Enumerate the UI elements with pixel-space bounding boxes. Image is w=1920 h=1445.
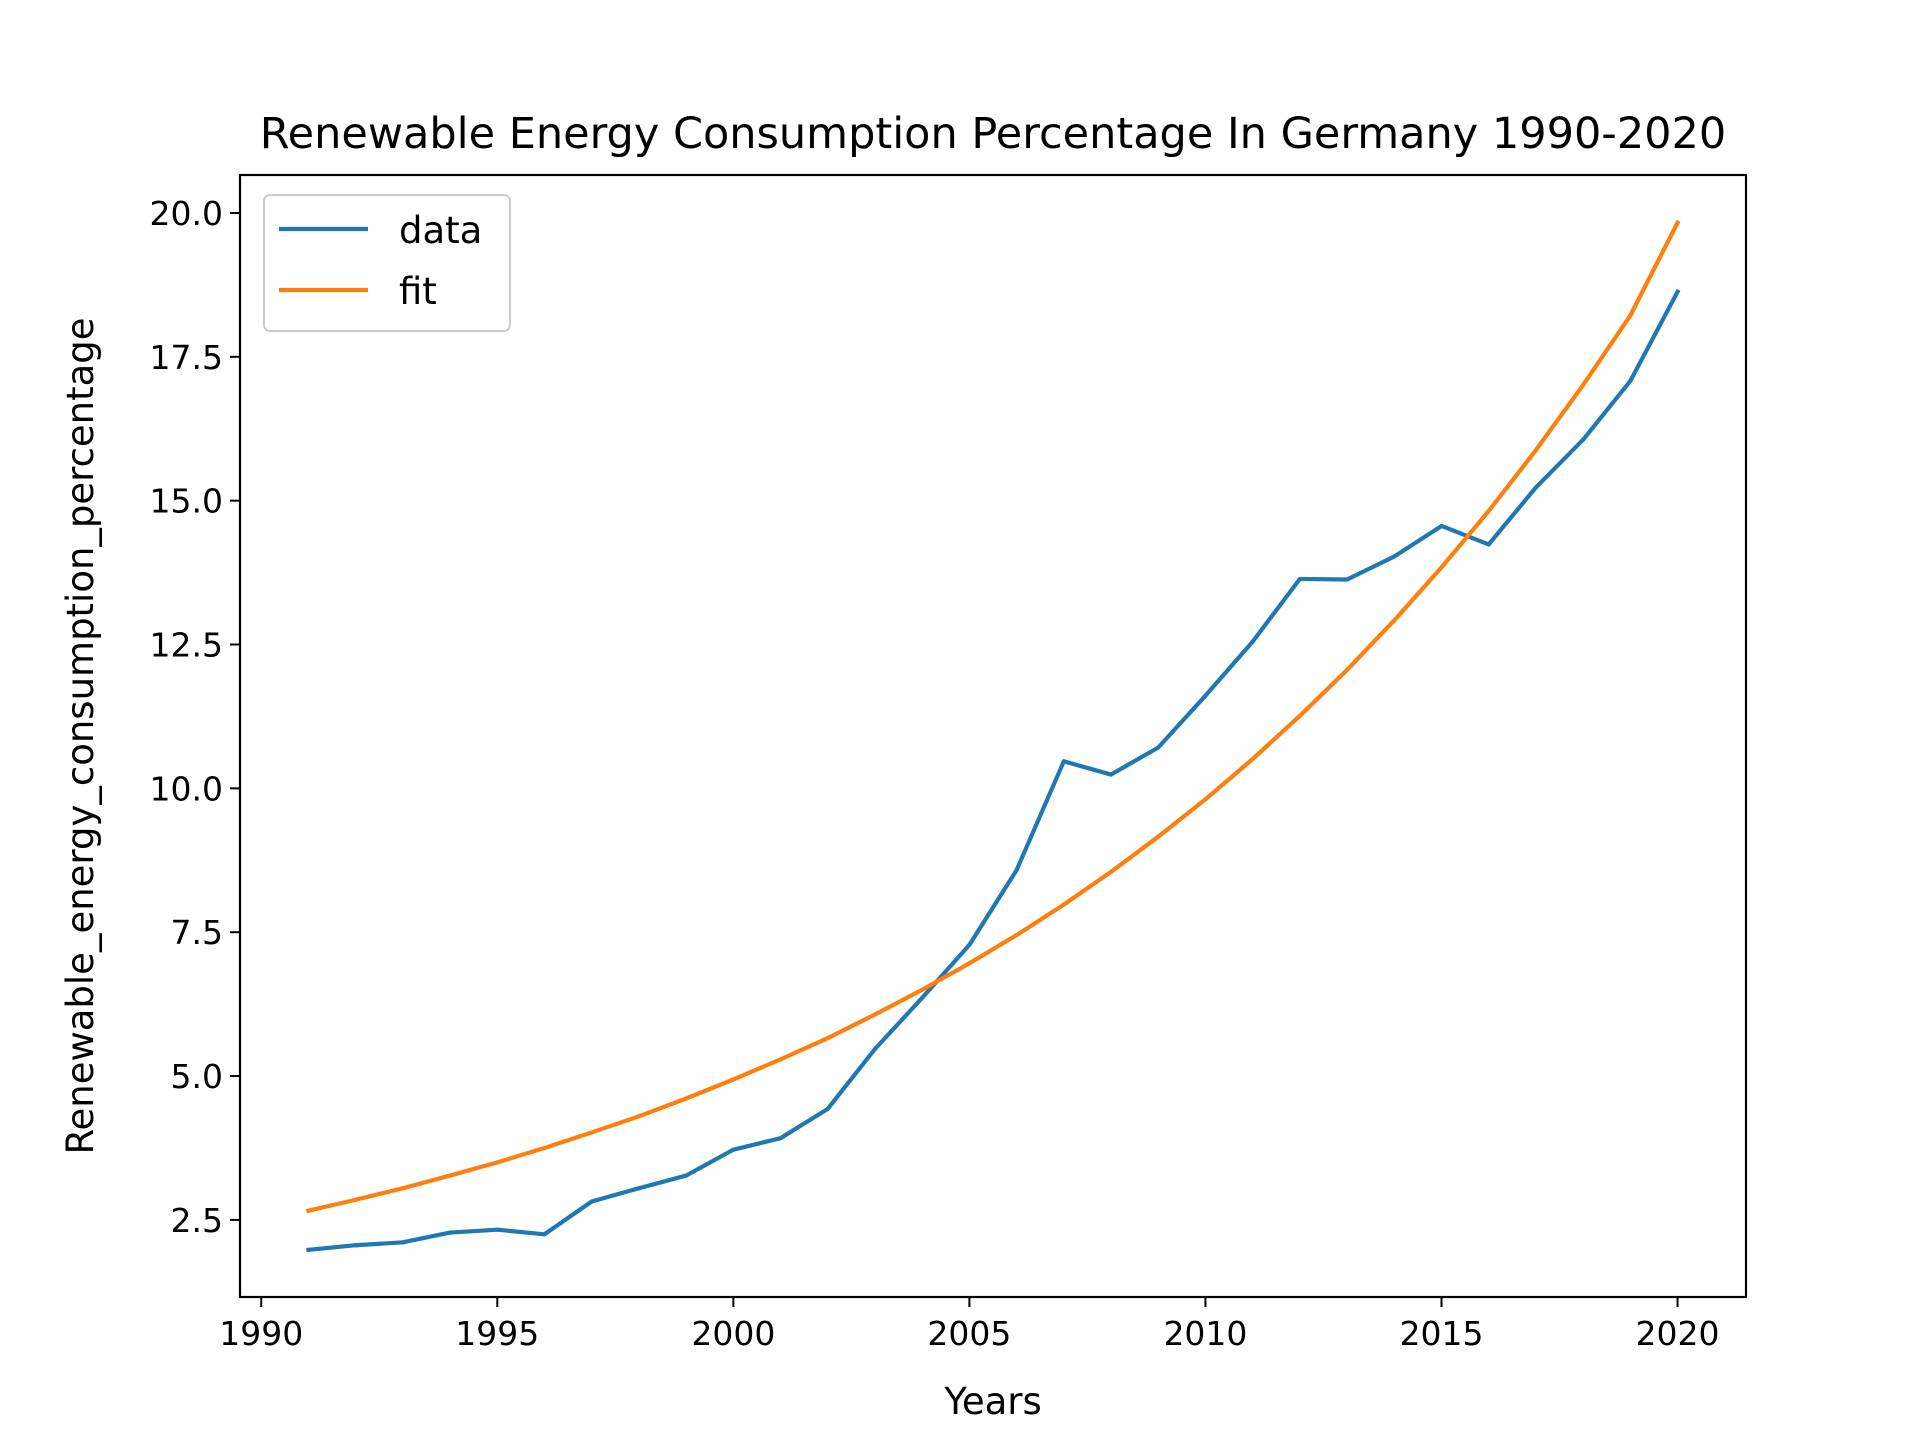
data-point-data [1297,576,1302,582]
data-point-fit [1297,713,1302,718]
legend: data fit [263,194,511,332]
data-point-fit [1392,618,1397,623]
data-point-fit [1203,797,1208,802]
data-point-data [447,1230,453,1235]
x-tick-label: 1990 [219,1314,303,1353]
chart-title: Renewable Energy Consumption Percentage … [260,109,1727,159]
data-point-fit [1156,834,1161,839]
data-point-data [353,1243,358,1248]
data-point-data [1108,772,1114,777]
data-point-data [1250,639,1255,644]
y-tick-label: 17.5 [150,338,223,377]
data-point-fit [400,1186,405,1191]
x-tick-label: 2015 [1400,1314,1484,1353]
y-tick-label: 15.0 [150,482,223,521]
data-point-fit [495,1160,500,1165]
data-point-fit [1675,220,1680,225]
y-tick-label: 20.0 [150,194,223,233]
x-axis-label: Years [943,1380,1042,1423]
data-point-fit [589,1130,594,1135]
data-point-data [1533,485,1539,490]
data-point-data [1439,523,1444,529]
data-point-fit [1061,902,1066,907]
data-point-data [731,1147,736,1152]
data-point-fit [542,1145,547,1151]
data-point-data [684,1173,689,1178]
data-point-data [778,1136,783,1141]
series-line-data [306,288,1681,1253]
series-line-fit [305,219,1681,1214]
data-point-fit [1486,508,1491,514]
x-tick-label: 2020 [1636,1314,1720,1353]
series-layer [305,219,1681,1253]
data-point-data [400,1240,405,1245]
data-point-fit [684,1096,689,1101]
data-point-data [920,995,925,1000]
legend-label-fit: fit [399,270,437,313]
y-tick-label: 7.5 [171,913,223,952]
data-point-data [542,1232,547,1237]
data-point-data [1156,745,1161,750]
data-point-data [1628,378,1633,384]
data-point-data [1344,577,1350,582]
y-tick-label: 10.0 [150,769,223,808]
data-point-fit [1628,313,1633,318]
data-point-data [636,1186,642,1191]
data-point-fit [778,1057,783,1062]
x-tick-label: 2000 [691,1314,775,1353]
data-point-data [1392,554,1397,559]
y-axis-label: Renewable_energy_consumption_percentage [59,317,102,1154]
plot-area [240,175,1746,1297]
x-axis-ticks: 1990 1995 2000 2005 2010 2015 2020 [219,1297,1720,1353]
data-point-data [1581,437,1586,442]
data-point-fit [447,1173,453,1178]
data-point-fit [1250,756,1255,762]
data-point-fit [967,961,972,966]
data-point-fit [1108,869,1114,874]
data-point-fit [1344,667,1350,672]
data-point-data [589,1199,594,1204]
x-tick-label: 2005 [927,1314,1011,1353]
data-point-fit [731,1077,736,1082]
data-point-fit [1581,382,1586,388]
legend-label-data: data [399,209,482,252]
data-point-fit [306,1208,311,1213]
data-point-data [1203,693,1208,698]
data-point-data [1486,542,1491,547]
data-point-data [1061,759,1066,764]
data-point-data [967,942,972,947]
data-point-fit [1014,932,1019,938]
y-axis-ticks: 2.5 5.0 7.5 10.0 12.5 15.0 17.5 20.0 [150,194,240,1240]
data-point-fit [1533,447,1539,453]
data-point-data [1675,289,1680,294]
x-tick-label: 2010 [1163,1314,1247,1353]
y-tick-label: 2.5 [171,1201,223,1240]
data-point-fit [920,987,925,992]
x-tick-label: 1995 [455,1314,539,1353]
plot-frame [238,173,1748,1299]
data-point-fit [825,1035,830,1041]
y-tick-label: 5.0 [171,1057,223,1096]
data-point-fit [872,1012,878,1017]
data-point-data [306,1247,311,1252]
data-point-fit [1439,565,1444,570]
y-tick-label: 12.5 [150,626,223,665]
data-point-data [872,1046,878,1052]
data-point-fit [636,1114,642,1119]
data-point-data [495,1227,500,1232]
data-point-data [1014,867,1019,873]
data-point-data [825,1106,830,1111]
data-point-fit [353,1197,358,1202]
